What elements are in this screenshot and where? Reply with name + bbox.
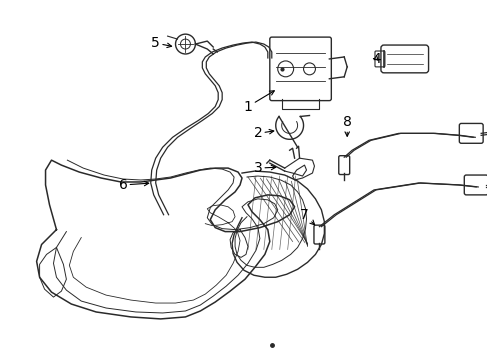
Text: 1: 1 (243, 91, 274, 113)
Text: 5: 5 (151, 36, 171, 50)
Text: 8: 8 (342, 116, 351, 136)
Text: 3: 3 (253, 161, 275, 175)
Text: 6: 6 (118, 178, 148, 192)
Text: 2: 2 (253, 126, 273, 140)
Text: 4: 4 (372, 52, 381, 66)
Text: 7: 7 (300, 208, 314, 225)
